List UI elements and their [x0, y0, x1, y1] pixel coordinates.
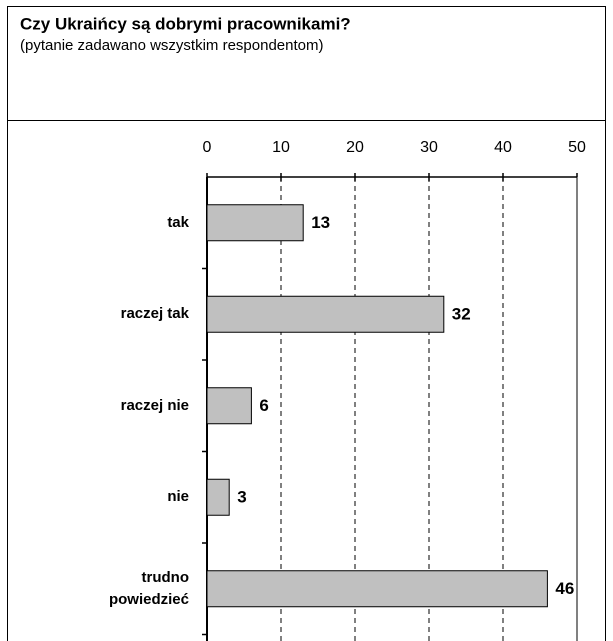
bar — [206, 570, 548, 608]
x-tick-label: 50 — [568, 139, 586, 156]
value-label: 32 — [452, 305, 471, 324]
y-tick-label: trudno powiedzieć — [108, 568, 189, 608]
y-tick-label: raczej nie — [120, 396, 189, 414]
bar — [206, 478, 230, 516]
x-tick-label: 10 — [272, 139, 290, 156]
bar — [206, 295, 445, 333]
value-label: 6 — [259, 396, 268, 415]
x-tick-label: 20 — [346, 139, 364, 156]
y-tick-label: tak — [167, 213, 189, 231]
chart-subtitle: (pytanie zadawano wszystkim respondentom… — [20, 37, 323, 54]
y-tick-label: raczej tak — [120, 305, 189, 323]
y-tick-label: nie — [167, 488, 189, 506]
x-tick-label: 0 — [203, 139, 212, 156]
x-tick-label: 30 — [420, 139, 438, 156]
value-label: 46 — [555, 579, 574, 598]
value-label: 3 — [237, 488, 246, 507]
bar — [206, 387, 252, 425]
value-label: 13 — [311, 213, 330, 232]
frame — [7, 6, 606, 641]
bar — [206, 204, 304, 242]
chart-title: Czy Ukraińcy są dobrymi pracownikami? — [20, 14, 351, 33]
x-tick-label: 40 — [494, 139, 512, 156]
